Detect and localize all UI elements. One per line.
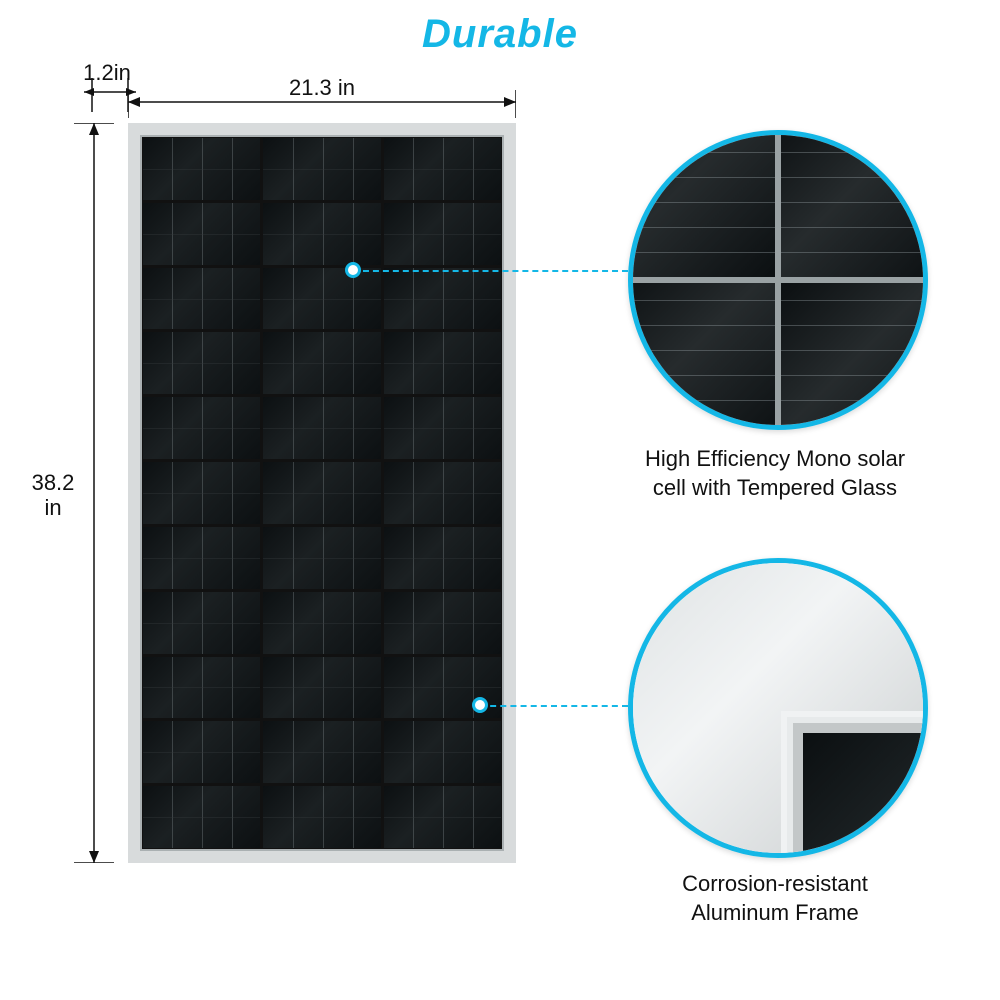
callout-solar-cells bbox=[628, 130, 928, 430]
solar-cell bbox=[143, 462, 260, 524]
solar-cell bbox=[143, 657, 260, 719]
dimension-height-label: 38.2 in bbox=[18, 470, 88, 521]
solar-cell bbox=[384, 332, 501, 394]
leader-line-cells bbox=[353, 270, 628, 272]
leader-line-frame bbox=[480, 705, 628, 707]
solar-cell bbox=[143, 397, 260, 459]
solar-cell bbox=[143, 138, 260, 200]
callout-solar-cells-caption: High Efficiency Mono solar cell with Tem… bbox=[615, 445, 935, 502]
solar-cell bbox=[143, 332, 260, 394]
solar-cell bbox=[143, 203, 260, 265]
solar-cell bbox=[384, 786, 501, 848]
solar-cell bbox=[263, 397, 380, 459]
solar-cell bbox=[143, 527, 260, 589]
callout-aluminum-frame bbox=[628, 558, 928, 858]
solar-cell bbox=[263, 527, 380, 589]
callout-aluminum-frame-caption: Corrosion-resistant Aluminum Frame bbox=[615, 870, 935, 927]
solar-cell bbox=[263, 138, 380, 200]
solar-cell bbox=[384, 721, 501, 783]
solar-cell bbox=[263, 657, 380, 719]
solar-cell bbox=[384, 527, 501, 589]
leader-marker-frame bbox=[472, 697, 488, 713]
solar-cell bbox=[263, 203, 380, 265]
solar-cell bbox=[143, 268, 260, 330]
solar-cell bbox=[143, 721, 260, 783]
solar-cell bbox=[384, 397, 501, 459]
callout-aluminum-frame-graphic bbox=[633, 563, 923, 853]
solar-cell bbox=[143, 786, 260, 848]
solar-cell bbox=[263, 786, 380, 848]
solar-cell bbox=[263, 592, 380, 654]
solar-cell bbox=[384, 138, 501, 200]
leader-marker-cells bbox=[345, 262, 361, 278]
solar-cell bbox=[384, 462, 501, 524]
solar-cell bbox=[384, 268, 501, 330]
solar-cell bbox=[263, 268, 380, 330]
dimension-width-label: 21.3 in bbox=[128, 75, 516, 100]
solar-cell bbox=[263, 462, 380, 524]
solar-cell bbox=[263, 332, 380, 394]
solar-cell bbox=[263, 721, 380, 783]
solar-panel bbox=[128, 123, 516, 863]
solar-cell bbox=[384, 592, 501, 654]
solar-panel-frame bbox=[128, 123, 516, 863]
callout-solar-cells-graphic bbox=[628, 130, 928, 430]
page-title: Durable bbox=[0, 12, 1000, 57]
solar-cell bbox=[143, 592, 260, 654]
solar-cell bbox=[384, 203, 501, 265]
